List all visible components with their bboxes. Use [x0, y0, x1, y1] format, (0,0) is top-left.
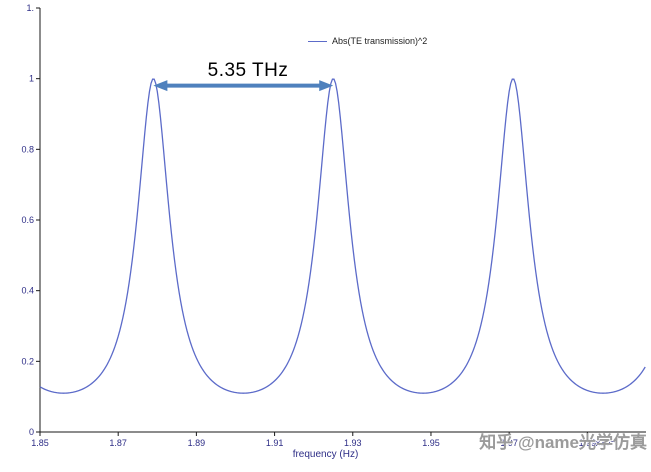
x-tick-label: 1.93: [344, 438, 362, 448]
fsr-arrow-head-left: [153, 80, 168, 92]
y-tick-label: 1.: [26, 3, 34, 13]
legend-line-sample: [308, 40, 327, 42]
fsr-arrow-head-right: [319, 80, 334, 92]
legend: Abs(TE transmission)^2: [308, 36, 427, 46]
x-tick-label: 1.95: [422, 438, 440, 448]
x-axis-label: frequency (Hz): [292, 449, 359, 460]
x-tick-label: 1.99: [579, 438, 597, 448]
x-axis-multiplier: x1014: [596, 437, 618, 448]
legend-label: Abs(TE transmission)^2: [332, 36, 428, 46]
fsr-annotation: 5.35 THz: [207, 60, 289, 81]
x-tick-label: 1.91: [266, 438, 284, 448]
y-tick-label: 1: [29, 74, 34, 84]
x-tick-label: 1.85: [31, 438, 49, 448]
x-tick-label: 1.87: [109, 438, 127, 448]
y-tick-label: 0: [29, 427, 34, 437]
x-tick-label: 1.97: [500, 438, 518, 448]
y-tick-label: 0.2: [21, 356, 34, 366]
y-tick-label: 0.4: [21, 286, 34, 296]
watermark: 知乎 @name光学仿真: [479, 433, 647, 452]
y-tick-label: 0.8: [21, 144, 34, 154]
transmission-curve: [39, 78, 646, 394]
y-tick-label: 0.6: [21, 215, 34, 225]
x-tick-label: 1.89: [188, 438, 206, 448]
